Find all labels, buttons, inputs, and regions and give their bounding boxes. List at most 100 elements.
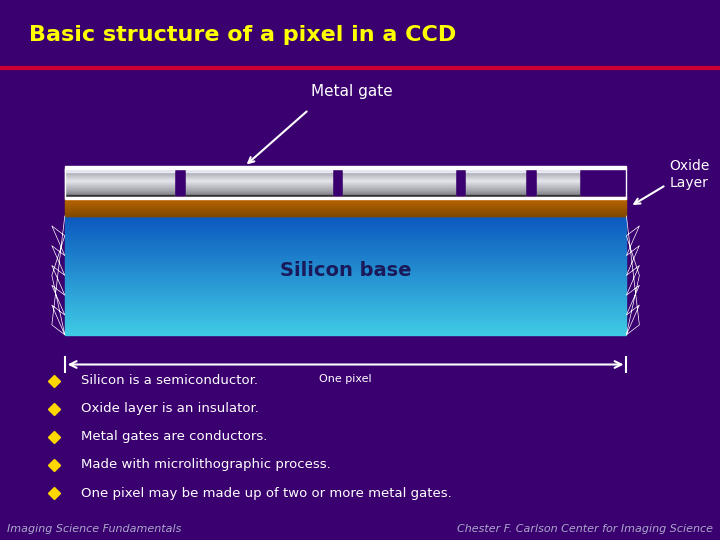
Bar (65, 224, 626, 225)
Text: Imaging Science Fundamentals: Imaging Science Fundamentals (7, 523, 181, 534)
Bar (65, 232, 626, 233)
Bar (65, 288, 626, 289)
Bar (343, 172, 455, 173)
Bar (65, 273, 626, 274)
Bar (65, 192, 174, 193)
Bar (343, 191, 455, 192)
Bar (65, 322, 626, 323)
Bar (536, 180, 579, 181)
Bar (65, 295, 626, 296)
Bar (65, 166, 626, 169)
Bar (467, 171, 526, 172)
Bar (65, 328, 626, 329)
Bar (536, 193, 579, 194)
Bar (65, 226, 626, 227)
Bar (65, 319, 626, 320)
Bar (467, 172, 526, 173)
Bar (65, 312, 626, 313)
Bar (65, 220, 626, 221)
Bar (65, 301, 626, 302)
Bar (536, 186, 579, 187)
Bar (65, 248, 626, 249)
Bar (343, 176, 455, 177)
Bar (467, 188, 526, 190)
Bar (65, 183, 174, 184)
Bar (186, 174, 332, 176)
Bar (186, 172, 332, 173)
Bar (65, 245, 626, 246)
Bar (467, 190, 526, 191)
Bar (343, 190, 455, 191)
Bar (186, 194, 332, 195)
Bar (65, 254, 626, 255)
Bar (65, 186, 174, 187)
Bar (536, 169, 579, 172)
Bar (65, 300, 626, 301)
Bar (536, 170, 579, 171)
Bar (186, 184, 332, 185)
Bar (65, 302, 626, 303)
Bar (65, 191, 174, 192)
Bar (536, 192, 579, 193)
Bar (65, 291, 626, 292)
Bar (467, 195, 526, 197)
Bar (536, 183, 579, 184)
Bar (536, 185, 579, 186)
Bar (343, 174, 455, 176)
Bar (536, 178, 579, 179)
Bar (536, 190, 579, 191)
Bar (536, 176, 579, 177)
Bar (65, 256, 626, 258)
Bar (65, 306, 626, 307)
Bar (65, 285, 626, 286)
Bar (467, 177, 526, 178)
Bar (467, 169, 526, 172)
Bar (467, 184, 526, 185)
Bar (65, 332, 626, 333)
Bar (467, 181, 526, 183)
Bar (467, 183, 526, 184)
Bar (343, 192, 455, 193)
Bar (186, 188, 332, 190)
Bar (65, 316, 626, 317)
Bar (343, 177, 455, 178)
Bar (186, 178, 332, 179)
Bar (65, 297, 626, 298)
Bar (65, 333, 626, 334)
Bar (65, 180, 174, 181)
Bar (65, 195, 174, 197)
Bar (65, 304, 626, 305)
Bar (65, 243, 626, 244)
Text: Oxide layer is an insulator.: Oxide layer is an insulator. (81, 402, 259, 415)
Bar (65, 298, 626, 299)
Bar (467, 169, 526, 170)
Bar (467, 191, 526, 192)
Bar (65, 310, 626, 311)
Bar (467, 178, 526, 179)
Bar (467, 194, 526, 195)
Bar (467, 174, 526, 176)
Bar (343, 194, 455, 195)
Bar (65, 233, 626, 234)
Bar (65, 284, 626, 285)
Bar (65, 253, 626, 254)
Bar (186, 177, 332, 178)
Bar (536, 172, 579, 173)
Bar (186, 195, 332, 197)
Bar (536, 194, 579, 195)
Bar (65, 249, 626, 251)
Bar (65, 318, 626, 319)
Bar (186, 190, 332, 191)
Bar (536, 195, 579, 197)
Bar (343, 183, 455, 184)
Bar (65, 264, 626, 265)
Bar (65, 330, 626, 331)
Bar (65, 188, 174, 190)
Bar (467, 185, 526, 186)
Bar (186, 180, 332, 181)
Bar (65, 170, 174, 171)
Bar (343, 172, 455, 173)
Bar (65, 281, 626, 282)
Bar (186, 169, 332, 172)
Bar (65, 238, 626, 239)
